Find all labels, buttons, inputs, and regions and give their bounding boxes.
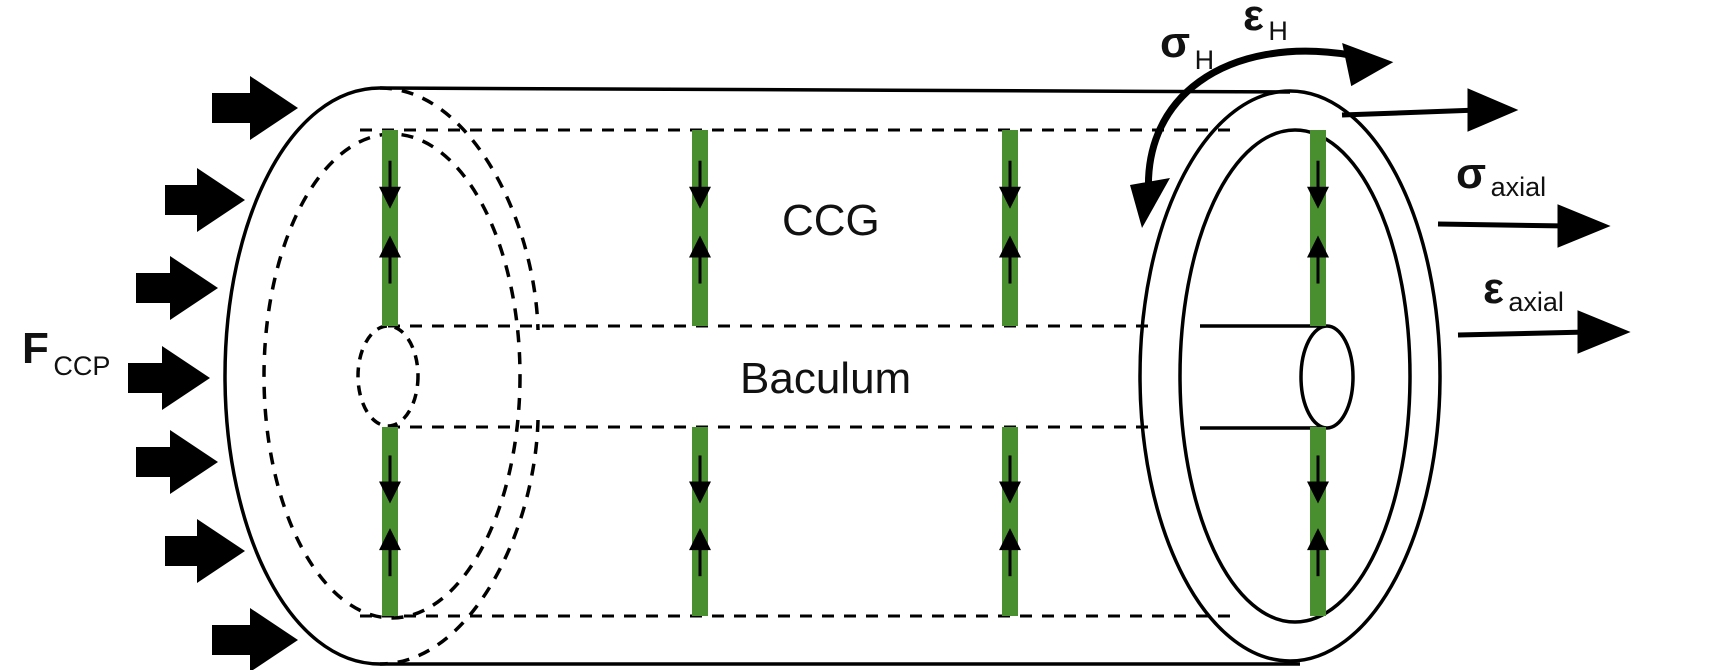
force-arrow-icon <box>212 608 298 670</box>
force-arrow-shaft <box>212 625 250 655</box>
baculum-label: Baculum <box>740 354 911 403</box>
force-arrow-shaft <box>128 363 162 393</box>
force-arrow-icon <box>165 519 245 583</box>
hoop-stress-symbol: σ <box>1160 18 1190 67</box>
left-end-outer-ellipse-back <box>379 86 540 331</box>
force-arrow-shaft <box>136 273 170 303</box>
left-end-outer-ellipse <box>223 86 381 666</box>
hoop-stress-subscript: H <box>1195 45 1215 75</box>
right-end-outer-ellipse <box>1138 89 1442 663</box>
hoop-strain-subscript: H <box>1268 16 1288 46</box>
fiber <box>1307 427 1329 616</box>
compression-arrow-icon <box>379 528 401 551</box>
axial-strain-subscript: axial <box>1508 287 1564 317</box>
fiber <box>999 130 1021 326</box>
fiber <box>689 130 711 326</box>
axial-arrow-icon <box>1457 310 1631 354</box>
axial-arrow-icon <box>1341 88 1519 132</box>
force-arrow-icon <box>212 76 298 140</box>
fiber <box>1307 130 1329 326</box>
compression-arrow-icon <box>1307 186 1329 209</box>
hoop-stress-label: σ H <box>1160 18 1214 75</box>
compression-arrow-icon <box>1307 481 1329 504</box>
force-arrow-head <box>197 519 245 583</box>
axial-strain-label: ε axial <box>1483 264 1564 317</box>
force-arrow-shaft <box>212 93 250 123</box>
fiber <box>999 427 1021 616</box>
axial-arrow-icon <box>1437 204 1611 248</box>
compression-arrow-icon <box>999 186 1021 209</box>
force-arrow-head <box>250 76 298 140</box>
compression-arrow-icon <box>689 186 711 209</box>
hoop-strain-label: ε H <box>1243 0 1288 46</box>
axial-stress-subscript: axial <box>1491 172 1547 202</box>
compression-arrow-icon <box>689 235 711 258</box>
force-arrow-shaft <box>136 447 170 477</box>
fiber <box>689 427 711 616</box>
axial-strain-symbol: ε <box>1483 264 1504 313</box>
force-arrow-icon <box>165 168 245 232</box>
force-arrow-shaft <box>165 536 197 566</box>
force-arrow-icon <box>128 346 210 410</box>
force-arrow-head <box>197 168 245 232</box>
force-label: F CCP <box>22 324 110 381</box>
dashed-guide-lines <box>360 128 1238 618</box>
compression-arrow-icon <box>999 528 1021 551</box>
force-arrow-head <box>250 608 298 670</box>
compression-arrow-icon <box>1307 235 1329 258</box>
rotation-arrow-icon <box>1130 42 1394 228</box>
axial-stress-label: σ axial <box>1456 149 1546 202</box>
cylinder-body <box>223 86 1442 666</box>
baculum-right-end <box>1200 324 1355 430</box>
compression-arrow-icon <box>379 186 401 209</box>
cylinder-top-edge <box>379 86 1291 94</box>
compression-arrow-icon <box>689 481 711 504</box>
axial-stress-symbol: σ <box>1456 149 1486 198</box>
force-arrow-icon <box>136 256 218 320</box>
force-arrow-head <box>170 430 218 494</box>
hoop-strain-symbol: ε <box>1243 0 1264 40</box>
compression-arrow-icon <box>379 481 401 504</box>
left-end-inner-ellipse <box>262 132 522 620</box>
force-arrow-head <box>170 256 218 320</box>
force-arrow-group <box>128 76 298 670</box>
left-baculum-end <box>356 324 420 428</box>
force-symbol: F <box>22 324 49 373</box>
compression-arrow-icon <box>689 528 711 551</box>
compression-arrow-icon <box>999 481 1021 504</box>
right-end-inner-ellipse <box>1178 128 1412 624</box>
force-arrow-shaft <box>165 185 197 215</box>
fiber <box>379 130 401 326</box>
ccg-label: CCG <box>782 196 880 245</box>
force-arrow-head <box>162 346 210 410</box>
force-arrow-icon <box>136 430 218 494</box>
compression-arrow-icon <box>1307 528 1329 551</box>
compression-arrow-icon <box>999 235 1021 258</box>
fiber-group <box>379 130 1329 616</box>
axial-arrow-group <box>1341 88 1631 354</box>
fiber <box>379 427 401 616</box>
compression-arrow-icon <box>379 235 401 258</box>
left-end-outer-ellipse-back-lower <box>379 419 540 666</box>
force-subscript: CCP <box>53 351 110 381</box>
